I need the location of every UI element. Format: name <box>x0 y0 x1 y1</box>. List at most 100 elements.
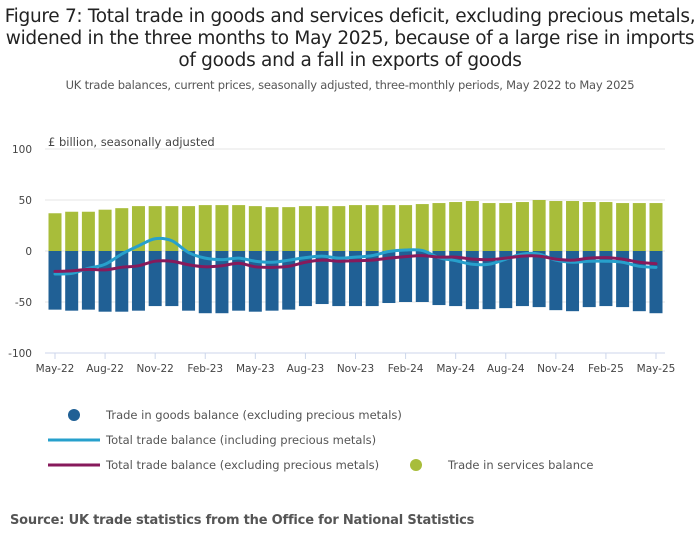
y-tick-label: 100 <box>12 144 32 156</box>
goods-bar-May-22 <box>48 251 62 310</box>
chart-subtitle: UK trade balances, current prices, seaso… <box>65 78 635 92</box>
goods-bar-Mar-24 <box>415 251 429 302</box>
services-bar-Jun-23 <box>265 207 279 251</box>
services-bar-Nov-24 <box>549 201 563 251</box>
goods-bar-Mar-25 <box>616 251 630 308</box>
services-bar-Mar-25 <box>616 203 630 251</box>
x-tick-label: Aug-22 <box>86 363 124 375</box>
x-tick-label: May-25 <box>637 363 676 375</box>
legend-marker-icon <box>410 459 422 471</box>
chart-title: Figure 7: Total trade in goods and servi… <box>4 6 696 71</box>
legend-label: Total trade balance (excluding precious … <box>105 458 379 472</box>
goods-bar-Jun-23 <box>265 251 279 311</box>
bars <box>48 200 663 314</box>
goods-bar-Nov-24 <box>549 251 563 311</box>
services-bar-May-22 <box>48 213 62 251</box>
services-bar-Oct-22 <box>131 206 145 251</box>
services-bar-Sep-22 <box>115 208 129 251</box>
goods-bar-Feb-25 <box>599 251 613 307</box>
services-bar-Aug-23 <box>298 206 312 251</box>
services-bar-Dec-23 <box>365 205 379 251</box>
services-bar-Feb-25 <box>599 202 613 251</box>
y-axis-ticks: 100 50 0 -50 -100 <box>8 144 32 360</box>
x-tick-label: Nov-23 <box>337 363 374 375</box>
legend-label: Trade in services balance <box>447 458 593 472</box>
lines <box>53 236 658 276</box>
goods-bar-Jan-24 <box>382 251 396 304</box>
services-bar-Mar-24 <box>415 204 429 251</box>
goods-bar-May-25 <box>649 251 663 314</box>
services-bar-Jun-24 <box>465 201 479 251</box>
x-tick-label: Aug-23 <box>287 363 325 375</box>
source-note: Source: UK trade statistics from the Off… <box>10 513 475 528</box>
goods-bar-Dec-23 <box>365 251 379 307</box>
services-bar-Aug-24 <box>499 203 513 251</box>
services-bar-Apr-25 <box>632 203 646 251</box>
goods-bar-Jun-22 <box>65 251 79 311</box>
services-bar-Sep-23 <box>315 206 329 251</box>
services-bar-Jul-22 <box>81 211 95 251</box>
services-bar-Jan-24 <box>382 205 396 251</box>
x-tick-label: Nov-22 <box>136 363 173 375</box>
services-bar-Sep-24 <box>515 202 529 251</box>
goods-bar-Apr-24 <box>432 251 446 306</box>
services-bar-Apr-24 <box>432 203 446 251</box>
legend-label: Trade in goods balance (excluding precio… <box>105 408 402 422</box>
goods-bar-Aug-23 <box>298 251 312 307</box>
legend-marker-icon <box>68 409 80 421</box>
services-bar-May-24 <box>449 202 463 251</box>
services-bar-Jun-22 <box>65 211 79 251</box>
x-tick-label: May-23 <box>236 363 275 375</box>
y-axis-unit-label: £ billion, seasonally adjusted <box>48 135 215 149</box>
y-tick-label: -100 <box>8 348 32 360</box>
services-bar-May-23 <box>248 206 262 251</box>
services-bar-Jan-25 <box>582 202 596 251</box>
services-bar-Oct-23 <box>332 206 346 251</box>
y-tick-label: -50 <box>15 297 32 309</box>
goods-bar-Dec-24 <box>566 251 580 312</box>
services-bar-Jan-23 <box>182 206 196 251</box>
x-tick-label: May-24 <box>436 363 475 375</box>
services-bar-Apr-23 <box>232 205 246 251</box>
services-bar-May-25 <box>649 203 663 251</box>
goods-bar-Apr-23 <box>232 251 246 311</box>
services-bar-Mar-23 <box>215 205 229 251</box>
goods-bar-Oct-22 <box>131 251 145 311</box>
y-tick-label: 0 <box>25 246 32 258</box>
services-bar-Feb-24 <box>399 205 413 251</box>
line-total-excl-precious-metals <box>53 254 658 273</box>
x-tick-label: Feb-24 <box>388 363 424 375</box>
x-tick-label: Nov-24 <box>537 363 575 375</box>
goods-bar-Jan-25 <box>582 251 596 308</box>
goods-bar-Nov-22 <box>148 251 162 307</box>
services-bar-Nov-23 <box>349 205 362 251</box>
goods-bar-Jan-23 <box>182 251 196 311</box>
legend-item: Trade in goods balance (excluding precio… <box>68 408 402 422</box>
services-bar-Aug-22 <box>98 209 112 251</box>
goods-bar-Jul-22 <box>81 251 95 310</box>
services-bar-Feb-23 <box>198 205 212 251</box>
services-bar-Jul-24 <box>482 203 496 251</box>
goods-bar-Aug-24 <box>499 251 513 309</box>
x-axis: May-22 Aug-22 Nov-22 Feb-23 May-23 Aug-23 Nov-… <box>36 353 676 375</box>
goods-bar-Oct-24 <box>532 251 546 308</box>
services-bar-Oct-24 <box>532 200 546 251</box>
services-bar-Jul-23 <box>282 207 296 251</box>
legend-item: Total trade balance (excluding precious … <box>48 458 379 472</box>
goods-bar-May-24 <box>449 251 463 307</box>
x-tick-label: May-22 <box>36 363 75 375</box>
goods-bar-Feb-24 <box>399 251 413 302</box>
goods-bar-Sep-24 <box>515 251 529 307</box>
legend-label: Total trade balance (including precious … <box>105 433 376 447</box>
x-tick-label: Feb-23 <box>187 363 223 375</box>
goods-bar-Nov-23 <box>349 251 362 307</box>
services-bar-Nov-22 <box>148 206 162 251</box>
goods-bar-Oct-23 <box>332 251 346 307</box>
goods-bar-Dec-22 <box>165 251 179 307</box>
x-tick-label: Feb-25 <box>588 363 624 375</box>
services-bar-Dec-24 <box>566 201 580 251</box>
goods-bar-Sep-22 <box>115 251 129 312</box>
legend-item: Total trade balance (including precious … <box>48 433 376 447</box>
y-tick-label: 50 <box>19 195 32 207</box>
